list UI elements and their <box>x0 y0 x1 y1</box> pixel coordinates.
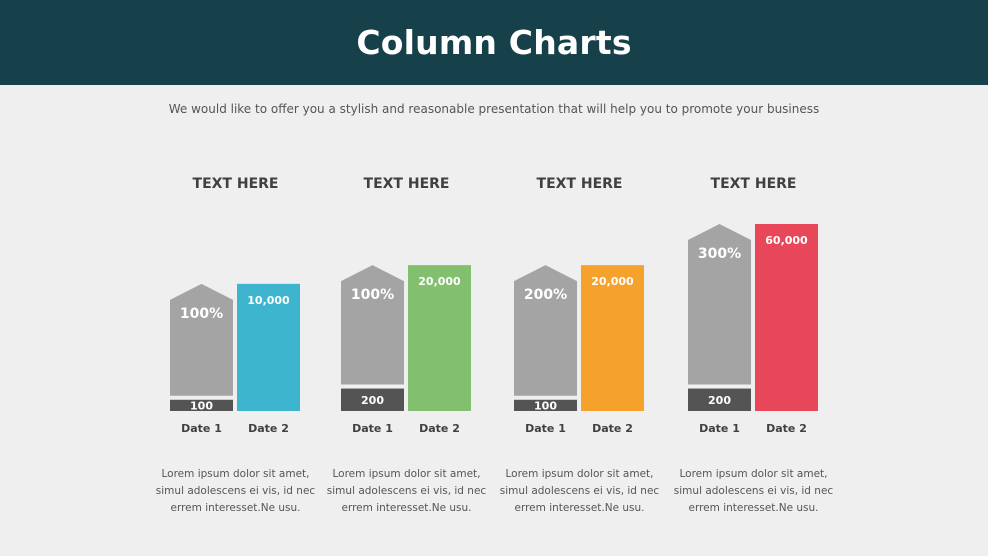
column-chart-1: 100% 100 10,000 Date 1 Date 2 <box>170 283 300 435</box>
date2-value-label: 10,000 <box>247 294 290 307</box>
panel-title: TEXT HERE <box>710 176 797 192</box>
category-label-date-2: Date 2 <box>248 422 289 435</box>
panel-title: TEXT HERE <box>192 176 279 192</box>
page-title: Column Charts <box>356 23 632 62</box>
date1-base-label: 200 <box>708 394 731 407</box>
chart-panel-1: TEXT HERE 100% 100 10,000 Date 1 Date 2 Lore… <box>148 170 323 530</box>
description-line: errem interesset.Ne usu. <box>514 502 645 514</box>
panel-title: TEXT HERE <box>363 176 450 192</box>
date1-base-label: 200 <box>361 394 384 407</box>
date2-bar <box>581 265 644 411</box>
column-chart-2: 100% 200 20,000 Date 1 Date 2 <box>341 265 471 435</box>
column-chart-3: 200% 100 20,000 Date 1 Date 2 <box>514 265 644 435</box>
date2-value-label: 20,000 <box>418 275 461 288</box>
description-line: simul adolescens ei vis, id nec <box>326 485 487 497</box>
category-label-date-1: Date 1 <box>525 422 566 435</box>
category-label-date-1: Date 1 <box>699 422 740 435</box>
chart-panel-3: TEXT HERE 200% 100 20,000 Date 1 Date 2 Lore… <box>492 170 667 530</box>
date2-bar <box>755 224 818 411</box>
date1-percent-label: 100% <box>351 287 394 303</box>
category-label-date-1: Date 1 <box>352 422 393 435</box>
date1-top-block <box>170 283 233 396</box>
category-label-date-2: Date 2 <box>766 422 807 435</box>
date1-base-label: 100 <box>534 399 557 412</box>
description-line: errem interesset.Ne usu. <box>170 502 301 514</box>
date1-percent-label: 300% <box>698 246 741 262</box>
date1-percent-label: 200% <box>524 287 567 303</box>
date1-base-block <box>170 399 233 411</box>
description-line: simul adolescens ei vis, id nec <box>499 485 660 497</box>
category-label-date-2: Date 2 <box>419 422 460 435</box>
chart-panel-2: TEXT HERE 100% 200 20,000 Date 1 Date 2 Lore… <box>319 170 494 530</box>
panel-description: Lorem ipsum dolor sit amet, simul adoles… <box>492 466 667 517</box>
panel-description: Lorem ipsum dolor sit amet, simul adoles… <box>148 466 323 517</box>
description-line: Lorem ipsum dolor sit amet, <box>332 468 481 480</box>
date1-base-label: 100 <box>190 399 213 412</box>
description-line: errem interesset.Ne usu. <box>341 502 472 514</box>
page-subtitle: We would like to offer you a stylish and… <box>168 102 820 116</box>
description-line: Lorem ipsum dolor sit amet, <box>505 468 654 480</box>
date2-bar <box>408 265 471 411</box>
chart-panel-4: TEXT HERE 300% 200 60,000 Date 1 Date 2 Lore… <box>666 170 841 530</box>
category-label-date-2: Date 2 <box>592 422 633 435</box>
description-line: errem interesset.Ne usu. <box>688 502 819 514</box>
description-line: simul adolescens ei vis, id nec <box>673 485 834 497</box>
panel-description: Lorem ipsum dolor sit amet, simul adoles… <box>319 466 494 517</box>
column-chart-4: 300% 200 60,000 Date 1 Date 2 <box>688 224 818 435</box>
header-bar: Column Charts <box>0 0 988 85</box>
date1-top-block <box>688 224 751 385</box>
date1-top-block <box>514 265 577 396</box>
date1-top-block <box>341 265 404 385</box>
date2-value-label: 60,000 <box>765 234 808 247</box>
description-line: simul adolescens ei vis, id nec <box>155 485 316 497</box>
date2-value-label: 20,000 <box>591 275 634 288</box>
date1-base-block <box>341 388 404 411</box>
description-line: Lorem ipsum dolor sit amet, <box>679 468 828 480</box>
date1-base-block <box>514 399 577 411</box>
description-line: Lorem ipsum dolor sit amet, <box>161 468 310 480</box>
date2-bar <box>237 283 300 411</box>
category-label-date-1: Date 1 <box>181 422 222 435</box>
date1-base-block <box>688 388 751 411</box>
panel-description: Lorem ipsum dolor sit amet, simul adoles… <box>666 466 841 517</box>
panel-title: TEXT HERE <box>536 176 623 192</box>
date1-percent-label: 100% <box>180 306 223 322</box>
